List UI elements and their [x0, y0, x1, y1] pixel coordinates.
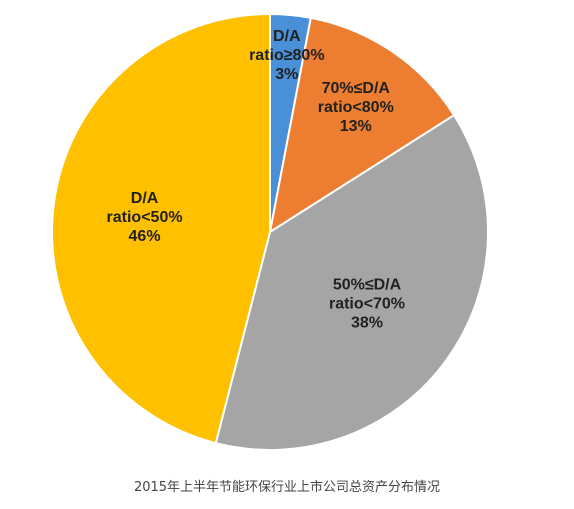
slice-2-label-line-2: ratio<80%: [318, 99, 394, 116]
slice-2-label-line-3: 13%: [340, 118, 372, 135]
slice-4-label-line-2: ratio<50%: [107, 209, 183, 226]
slice-3-label-line-1: 50%≤D/A: [333, 276, 402, 293]
slice-3-label-line-2: ratio<70%: [329, 295, 405, 312]
slice-1-label-line-1: D/A: [273, 28, 301, 45]
pie-labels: D/A ratio≥80% 3% 70%≤D/A ratio<80% 13% 50%≤D/A…: [107, 28, 405, 331]
slice-3-label-line-3: 38%: [351, 314, 383, 331]
pie-slice-4: [51, 12, 271, 445]
pie-slice-3: [214, 113, 489, 451]
pie-slices: [51, 12, 489, 451]
slice-4-label-line-1: D/A: [131, 190, 159, 207]
slice-1-label-line-2: ratio≥80%: [249, 47, 324, 64]
slice-1-label-line-3: 3%: [275, 66, 298, 83]
slice-4-label-line-3: 46%: [129, 228, 161, 245]
slice-2-label-line-1: 70%≤D/A: [322, 80, 391, 97]
pie-slice-2: [268, 16, 456, 235]
chart-caption: 2015年上半年节能环保行业上市公司总资产分布情况: [133, 480, 441, 495]
pie-chart: D/A ratio≥80% 3% 70%≤D/A ratio<80% 13% 50%≤D/A…: [51, 12, 489, 451]
